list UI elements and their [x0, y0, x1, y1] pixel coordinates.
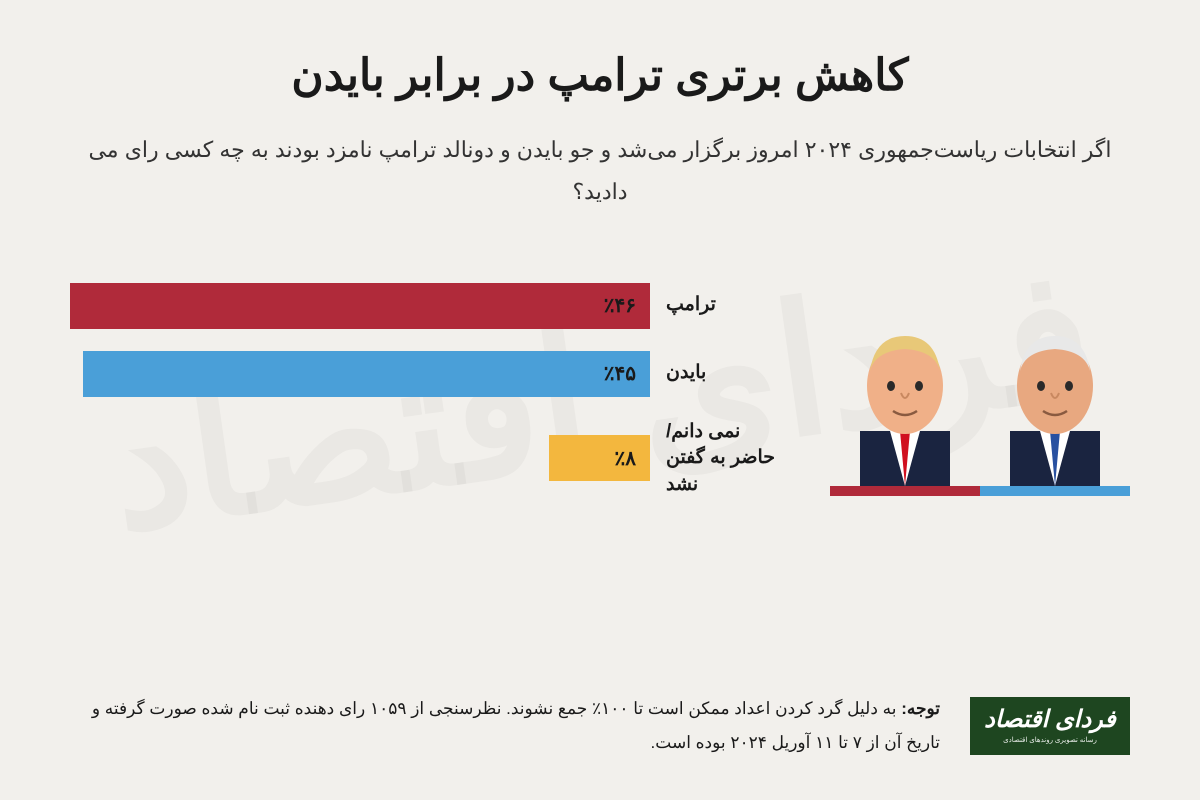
- footnote: توجه: به دلیل گرد کردن اعداد ممکن است تا…: [70, 692, 940, 760]
- trump-photo-box: [830, 306, 980, 496]
- publisher-logo: فردای اقتصاد رسانه تصویری روندهای اقتصاد…: [970, 697, 1130, 755]
- bar-value: ٪۴۶: [604, 293, 636, 318]
- logo-subtitle: رسانه تصویری روندهای اقتصادی: [1003, 736, 1097, 744]
- bar-value: ٪۴۵: [604, 361, 636, 386]
- biden-color-bar: [980, 486, 1130, 496]
- bar-row: نمی دانم/حاضر به گفتن نشد ٪۸: [70, 419, 800, 499]
- bar-fill: ٪۴۵: [83, 351, 650, 397]
- biden-photo: [980, 306, 1130, 486]
- trump-color-bar: [830, 486, 980, 496]
- footer: توجه: به دلیل گرد کردن اعداد ممکن است تا…: [70, 692, 1130, 760]
- bar-track: ٪۸: [70, 435, 650, 481]
- footnote-text: به دلیل گرد کردن اعداد ممکن است تا ۱۰۰٪ …: [92, 699, 940, 752]
- bar-value: ٪۸: [615, 446, 636, 471]
- bar-track: ٪۴۵: [70, 351, 650, 397]
- footnote-label: توجه:: [901, 699, 940, 718]
- chart-subtitle: اگر انتخابات ریاست‌جمهوری ۲۰۲۴ امروز برگ…: [70, 129, 1130, 213]
- candidate-photos: [830, 306, 1130, 496]
- logo-title: فردای اقتصاد: [984, 708, 1116, 732]
- bar-label: نمی دانم/حاضر به گفتن نشد: [650, 419, 800, 499]
- bar-fill: ٪۴۶: [70, 283, 650, 329]
- trump-portrait: [835, 311, 975, 486]
- trump-photo: [830, 306, 980, 486]
- content-area: کاهش برتری ترامپ در برابر بایدن اگر انتخ…: [0, 0, 1200, 520]
- bar-label: ترامپ: [650, 292, 800, 319]
- bar-fill: ٪۸: [549, 435, 650, 481]
- main-row: ترامپ ٪۴۶ بایدن ٪۴۵ نمی دانم/حاضر به گفتن نش…: [70, 283, 1130, 521]
- bar-label: بایدن: [650, 360, 800, 387]
- chart-title: کاهش برتری ترامپ در برابر بایدن: [70, 50, 1130, 101]
- bar-row: ترامپ ٪۴۶: [70, 283, 800, 329]
- bar-track: ٪۴۶: [70, 283, 650, 329]
- bar-chart: ترامپ ٪۴۶ بایدن ٪۴۵ نمی دانم/حاضر به گفتن نش…: [70, 283, 800, 521]
- biden-photo-box: [980, 306, 1130, 496]
- biden-portrait: [985, 311, 1125, 486]
- bar-row: بایدن ٪۴۵: [70, 351, 800, 397]
